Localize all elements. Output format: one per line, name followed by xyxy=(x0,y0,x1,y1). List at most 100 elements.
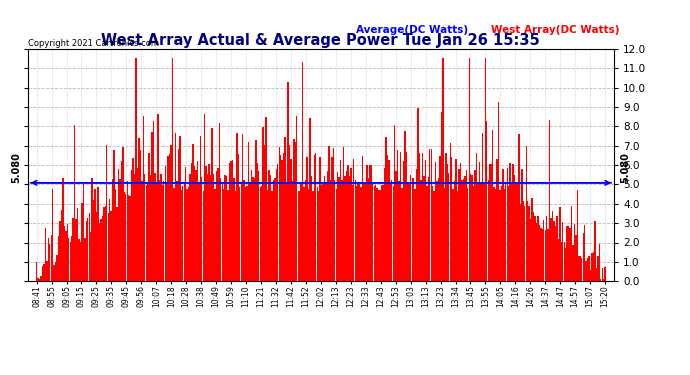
Bar xyxy=(201,177,202,281)
Bar xyxy=(454,182,455,281)
Bar xyxy=(580,256,581,281)
Bar xyxy=(199,136,201,281)
Bar xyxy=(157,114,159,281)
Bar xyxy=(275,169,277,281)
Bar xyxy=(57,255,58,281)
Bar xyxy=(604,267,606,281)
Bar xyxy=(115,189,116,281)
Bar xyxy=(216,171,217,281)
Bar xyxy=(509,163,511,281)
Bar xyxy=(280,155,282,281)
Bar xyxy=(470,174,471,281)
Bar xyxy=(159,180,160,281)
Bar xyxy=(186,189,188,281)
Bar xyxy=(166,182,168,281)
Text: 5.080: 5.080 xyxy=(12,152,22,183)
Bar xyxy=(471,175,473,281)
Bar xyxy=(185,167,186,281)
Bar xyxy=(496,159,497,281)
Bar xyxy=(568,226,569,281)
Bar xyxy=(308,189,309,281)
Bar xyxy=(302,62,304,281)
Bar xyxy=(126,181,128,281)
Bar xyxy=(148,153,150,281)
Text: 5.080: 5.080 xyxy=(620,152,630,183)
Bar xyxy=(150,175,151,281)
Bar xyxy=(403,161,404,281)
Bar xyxy=(569,228,571,281)
Bar xyxy=(508,186,509,281)
Bar xyxy=(572,245,573,281)
Bar xyxy=(310,176,312,281)
Bar xyxy=(587,258,589,281)
Bar xyxy=(539,225,540,281)
Bar xyxy=(319,157,321,281)
Bar xyxy=(363,184,364,281)
Bar xyxy=(284,137,286,281)
Bar xyxy=(290,159,292,281)
Bar xyxy=(224,175,226,281)
Bar xyxy=(305,180,306,281)
Bar xyxy=(384,168,385,281)
Bar xyxy=(125,194,126,281)
Bar xyxy=(393,186,394,281)
Bar xyxy=(131,170,132,281)
Bar xyxy=(346,171,347,281)
Bar xyxy=(533,212,534,281)
Bar xyxy=(257,163,258,281)
Bar xyxy=(95,189,96,281)
Bar xyxy=(151,132,152,281)
Bar xyxy=(426,186,428,281)
Bar xyxy=(124,192,125,281)
Bar xyxy=(273,180,274,281)
Bar xyxy=(419,153,420,281)
Bar xyxy=(574,224,575,281)
Bar xyxy=(86,221,87,281)
Bar xyxy=(87,218,88,281)
Bar xyxy=(330,180,331,281)
Bar xyxy=(327,171,328,281)
Bar xyxy=(288,145,290,281)
Bar xyxy=(230,161,232,281)
Bar xyxy=(344,176,346,281)
Bar xyxy=(594,221,595,281)
Bar xyxy=(385,138,386,281)
Bar xyxy=(324,176,325,281)
Bar xyxy=(390,182,391,281)
Bar xyxy=(182,186,184,281)
Bar xyxy=(121,161,122,281)
Bar xyxy=(213,174,214,281)
Bar xyxy=(544,230,546,281)
Bar xyxy=(249,183,250,281)
Bar xyxy=(484,58,486,281)
Bar xyxy=(299,190,300,281)
Bar xyxy=(451,158,453,281)
Bar xyxy=(410,175,411,281)
Bar xyxy=(177,149,179,281)
Bar xyxy=(477,183,479,281)
Bar xyxy=(423,176,424,281)
Bar xyxy=(170,145,172,281)
Bar xyxy=(49,244,50,281)
Bar xyxy=(369,165,371,281)
Bar xyxy=(226,176,227,281)
Text: West Array(DC Watts): West Array(DC Watts) xyxy=(491,25,620,35)
Bar xyxy=(219,123,220,281)
Bar xyxy=(413,178,415,281)
Bar xyxy=(325,184,326,281)
Bar xyxy=(122,147,124,281)
Bar xyxy=(441,112,442,281)
Bar xyxy=(517,183,518,281)
Bar xyxy=(333,148,334,281)
Bar xyxy=(264,145,265,281)
Bar xyxy=(245,187,246,281)
Bar xyxy=(337,172,338,281)
Bar xyxy=(46,261,48,281)
Bar xyxy=(296,116,297,281)
Bar xyxy=(236,134,237,281)
Bar xyxy=(534,216,535,281)
Bar xyxy=(378,190,380,281)
Bar xyxy=(100,219,101,281)
Bar xyxy=(141,181,143,281)
Bar xyxy=(143,116,144,281)
